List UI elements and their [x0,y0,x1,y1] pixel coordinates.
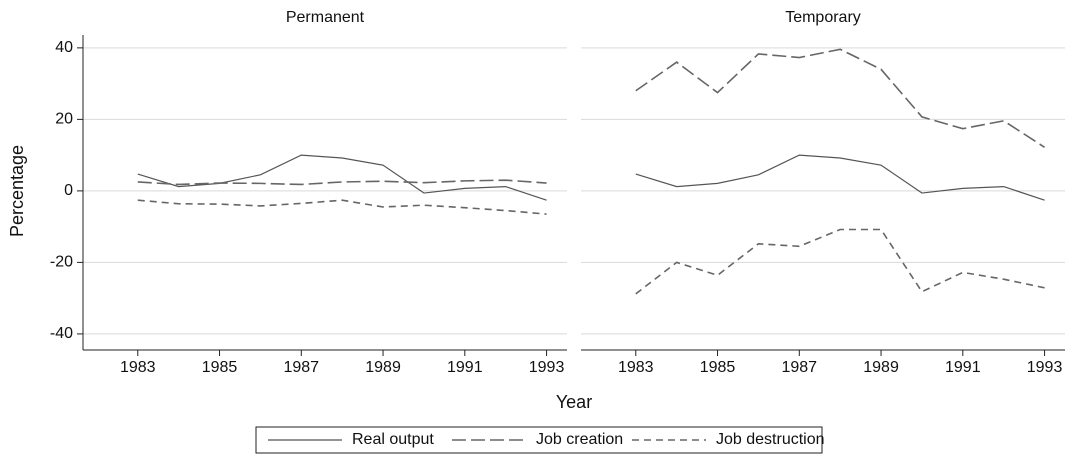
x-tick-label: 1989 [365,359,401,376]
y-tick-label: -20 [50,254,73,271]
y-tick-label: 20 [55,111,73,128]
y-tick-label: 0 [64,182,73,199]
x-tick-label: 1987 [781,359,817,376]
x-tick-label: 1991 [447,359,483,376]
legend-label: Job destruction [716,431,825,448]
x-tick-label: 1983 [120,359,156,376]
y-tick-label: 40 [55,39,73,56]
data-line [635,154,1045,201]
legend-label: Job creation [536,431,623,448]
y-axis-label: Percentage [7,145,27,237]
x-tick-label: 1985 [700,359,736,376]
x-tick-label: 1989 [863,359,899,376]
x-tick-label: 1991 [945,359,981,376]
panel-title: Temporary [785,9,861,26]
x-axis-label: Year [556,392,592,412]
data-line [635,48,1045,148]
x-tick-label: 1985 [202,359,238,376]
legend-box [255,426,823,454]
data-line [137,154,547,201]
y-tick-label: -40 [50,325,73,342]
x-tick-label: 1983 [618,359,654,376]
legend-label: Real output [352,431,434,448]
data-line [137,199,547,215]
data-line [137,179,547,186]
data-line [635,228,1045,295]
x-tick-label: 1993 [1027,359,1063,376]
x-tick-label: 1993 [529,359,565,376]
panel-title: Permanent [286,9,365,26]
x-tick-label: 1987 [283,359,319,376]
